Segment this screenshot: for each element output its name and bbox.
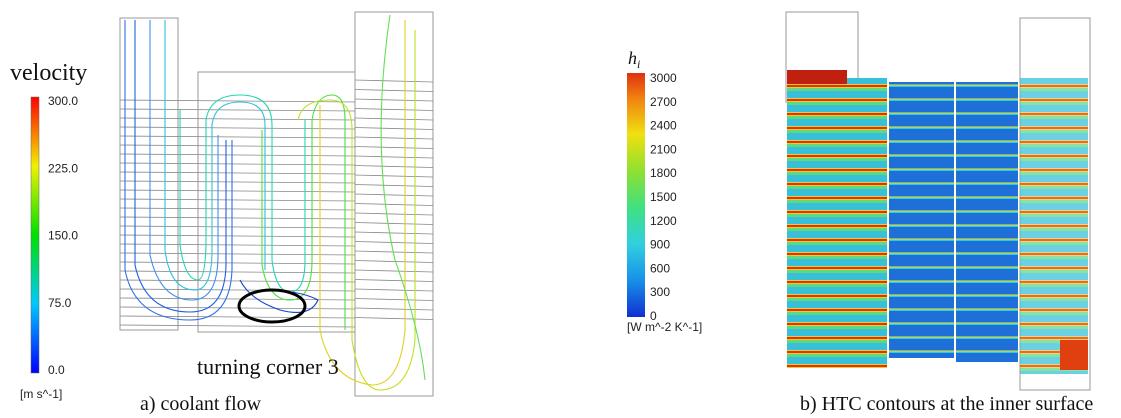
- fin: [119, 315, 356, 319]
- fin: [119, 252, 356, 256]
- fin: [354, 146, 434, 149]
- fin: [354, 260, 434, 263]
- fin: [119, 108, 356, 112]
- fin: [119, 270, 356, 274]
- fin: [119, 207, 356, 211]
- streamlines: [124, 14, 426, 391]
- fin: [354, 317, 434, 320]
- fin: [119, 297, 356, 301]
- caption: b) HTC contours at the inner surface: [800, 393, 1093, 415]
- contour-geometry: [785, 11, 1091, 391]
- fin: [119, 135, 356, 139]
- legend-title: hi: [628, 48, 640, 71]
- colorbar-tick-label: 0.0: [48, 363, 65, 377]
- legend-title: velocity: [10, 60, 87, 86]
- fin: [354, 193, 434, 197]
- colorbar-tick-label: 2100: [650, 142, 677, 156]
- fin: [354, 279, 434, 282]
- fin: [354, 127, 434, 130]
- colorbar-tick-label: 3000: [650, 71, 677, 85]
- fin: [354, 174, 434, 178]
- fin: [119, 180, 356, 184]
- fin: [119, 324, 356, 328]
- colorbar-tick-label: 1800: [650, 166, 677, 180]
- fin: [119, 171, 356, 175]
- fin: [354, 269, 434, 273]
- fin: [354, 222, 434, 225]
- colorbar-tick-label: 300.0: [48, 94, 78, 108]
- fin: [119, 162, 356, 166]
- fin: [119, 261, 356, 265]
- fin: [354, 212, 434, 216]
- colorbar-tick-label: 300: [650, 285, 670, 299]
- fin: [119, 198, 356, 202]
- panel-a: velocity 300.0 225.0 150.0 75.0 0.0 [m s^-1]…: [10, 11, 434, 415]
- panel-b: hi 3000270024002100180015001200900600300…: [627, 11, 1093, 415]
- fin: [354, 108, 434, 111]
- fin: [354, 203, 434, 206]
- geometry: [119, 11, 434, 397]
- caption: a) coolant flow: [140, 393, 262, 415]
- fin: [119, 234, 356, 238]
- fin: [119, 117, 356, 121]
- fin: [354, 89, 434, 92]
- fin: [119, 288, 356, 292]
- fin: [119, 306, 356, 310]
- fin: [119, 126, 356, 130]
- colorbar-tick-label: 0: [650, 309, 657, 323]
- fin: [354, 184, 434, 187]
- fin: [354, 250, 434, 254]
- fin: [354, 298, 434, 301]
- fin: [354, 241, 434, 244]
- fin: [354, 231, 434, 235]
- colorbar: [627, 73, 645, 317]
- fin: [119, 153, 356, 157]
- fin: [354, 155, 434, 159]
- colorbar-unit: [m s^-1]: [20, 387, 62, 401]
- colorbar-tick-label: 1200: [650, 214, 677, 228]
- colorbar-unit: [W m^-2 K^-1]: [627, 320, 702, 334]
- fin: [354, 79, 434, 83]
- fin: [119, 225, 356, 229]
- highlight-ellipse: [237, 288, 307, 324]
- fin: [119, 216, 356, 220]
- colorbar-tick-label: 600: [650, 261, 670, 275]
- fin: [354, 288, 434, 292]
- colorbar-tick-label: 900: [650, 238, 670, 252]
- colorbar-tick-label: 2700: [650, 95, 677, 109]
- fin: [119, 189, 356, 193]
- colorbar-tick-label: 225.0: [48, 161, 78, 175]
- fin: [354, 136, 434, 140]
- colorbar-tick-label: 75.0: [48, 296, 72, 310]
- fin: [354, 117, 434, 121]
- colorbar: [30, 96, 40, 374]
- colorbar-tick-label: 150.0: [48, 229, 78, 243]
- fin: [354, 98, 434, 102]
- fin: [119, 243, 356, 247]
- fin: [354, 307, 434, 311]
- colorbar-tick-label: 2400: [650, 119, 677, 133]
- colorbar-tick-label: 1500: [650, 190, 677, 204]
- annotation: turning corner 3: [197, 354, 339, 379]
- fin: [354, 165, 434, 168]
- fin: [119, 144, 356, 148]
